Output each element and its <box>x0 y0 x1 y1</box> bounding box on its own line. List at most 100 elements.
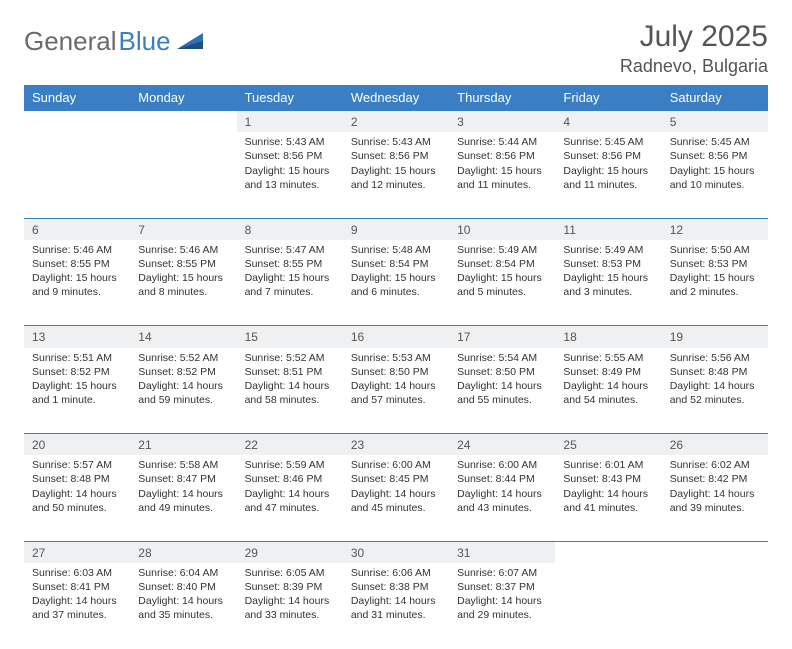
day-content-cell: Sunrise: 6:06 AMSunset: 8:38 PMDaylight:… <box>343 563 449 649</box>
day-content-cell: Sunrise: 5:43 AMSunset: 8:56 PMDaylight:… <box>237 132 343 218</box>
day-number-cell: 28 <box>130 541 236 563</box>
day-number-cell: 14 <box>130 326 236 348</box>
daylight-text: Daylight: 14 hours and 47 minutes. <box>245 488 330 514</box>
sunrise-text: Sunrise: 5:45 AM <box>670 136 750 148</box>
day-content-cell: Sunrise: 5:47 AMSunset: 8:55 PMDaylight:… <box>237 240 343 326</box>
day-number-cell: 18 <box>555 326 661 348</box>
daylight-text: Daylight: 14 hours and 49 minutes. <box>138 488 223 514</box>
month-title: July 2025 <box>620 20 768 54</box>
sunset-text: Sunset: 8:53 PM <box>670 258 748 270</box>
day-content-cell: Sunrise: 5:52 AMSunset: 8:52 PMDaylight:… <box>130 348 236 434</box>
day-number-row: 6789101112 <box>24 218 768 240</box>
weekday-header: Saturday <box>662 85 768 111</box>
day-number-cell: 27 <box>24 541 130 563</box>
day-content-cell: Sunrise: 5:46 AMSunset: 8:55 PMDaylight:… <box>24 240 130 326</box>
daylight-text: Daylight: 14 hours and 57 minutes. <box>351 380 436 406</box>
day-content-cell: Sunrise: 6:05 AMSunset: 8:39 PMDaylight:… <box>237 563 343 649</box>
sunset-text: Sunset: 8:54 PM <box>351 258 429 270</box>
daylight-text: Daylight: 14 hours and 31 minutes. <box>351 595 436 621</box>
sunrise-text: Sunrise: 6:05 AM <box>245 567 325 579</box>
daylight-text: Daylight: 15 hours and 2 minutes. <box>670 272 755 298</box>
weekday-header: Tuesday <box>237 85 343 111</box>
daylight-text: Daylight: 14 hours and 52 minutes. <box>670 380 755 406</box>
day-content-cell <box>24 132 130 218</box>
sunset-text: Sunset: 8:48 PM <box>670 366 748 378</box>
sunset-text: Sunset: 8:43 PM <box>563 473 641 485</box>
day-number-cell: 13 <box>24 326 130 348</box>
day-number-row: 12345 <box>24 111 768 133</box>
logo-triangle-icon <box>177 27 203 58</box>
daylight-text: Daylight: 15 hours and 12 minutes. <box>351 165 436 191</box>
day-number-cell: 30 <box>343 541 449 563</box>
sunset-text: Sunset: 8:54 PM <box>457 258 535 270</box>
day-content-cell: Sunrise: 5:59 AMSunset: 8:46 PMDaylight:… <box>237 455 343 541</box>
location-label: Radnevo, Bulgaria <box>620 56 768 77</box>
brand-part1: General <box>24 26 117 57</box>
sunrise-text: Sunrise: 5:45 AM <box>563 136 643 148</box>
day-content-cell <box>130 132 236 218</box>
daylight-text: Daylight: 15 hours and 1 minute. <box>32 380 117 406</box>
day-content-cell: Sunrise: 5:46 AMSunset: 8:55 PMDaylight:… <box>130 240 236 326</box>
day-content-cell: Sunrise: 5:48 AMSunset: 8:54 PMDaylight:… <box>343 240 449 326</box>
sunrise-text: Sunrise: 6:04 AM <box>138 567 218 579</box>
day-content-row: Sunrise: 5:43 AM Sunset: 8:56 PM Daylight:… <box>24 132 768 218</box>
sunset-text: Sunset: 8:45 PM <box>351 473 429 485</box>
day-number-cell: 8 <box>237 218 343 240</box>
weekday-header: Thursday <box>449 85 555 111</box>
weekday-header: Sunday <box>24 85 130 111</box>
daylight-text: Daylight: 15 hours and 3 minutes. <box>563 272 648 298</box>
daylight-text: Daylight: 14 hours and 37 minutes. <box>32 595 117 621</box>
day-number-cell: 29 <box>237 541 343 563</box>
sunset-text: Sunset: 8:48 PM <box>32 473 110 485</box>
sunrise-text: Sunrise: 5:51 AM <box>32 352 112 364</box>
weekday-header: Friday <box>555 85 661 111</box>
sunset-text: Sunset: 8:47 PM <box>138 473 216 485</box>
weekday-header-row: Sunday Monday Tuesday Wednesday Thursday… <box>24 85 768 111</box>
day-content-cell: Sunrise: 5:52 AMSunset: 8:51 PMDaylight:… <box>237 348 343 434</box>
sunset-text: Sunset: 8:37 PM <box>457 581 535 593</box>
day-number-cell <box>555 541 661 563</box>
day-content-cell: Sunrise: 6:01 AM Sunset: 8:43 PM Daylight:… <box>555 455 661 541</box>
weekday-header: Wednesday <box>343 85 449 111</box>
daylight-text: Daylight: 15 hours and 7 minutes. <box>245 272 330 298</box>
day-content-cell: Sunrise: 5:44 AMSunset: 8:56 PMDaylight:… <box>449 132 555 218</box>
sunset-text: Sunset: 8:40 PM <box>138 581 216 593</box>
daylight-text: Daylight: 14 hours and 35 minutes. <box>138 595 223 621</box>
day-content-cell <box>662 563 768 649</box>
day-number-cell: 20 <box>24 434 130 456</box>
day-number-cell: 26 <box>662 434 768 456</box>
day-content-cell: Sunrise: 5:45 AMSunset: 8:56 PMDaylight:… <box>662 132 768 218</box>
sunrise-text: Sunrise: 6:01 AM <box>563 459 643 471</box>
sunset-text: Sunset: 8:42 PM <box>670 473 748 485</box>
sunrise-text: Sunrise: 6:02 AM <box>670 459 750 471</box>
weekday-header: Monday <box>130 85 236 111</box>
sunrise-text: Sunrise: 5:46 AM <box>138 244 218 256</box>
day-number-cell: 9 <box>343 218 449 240</box>
sunrise-text: Sunrise: 5:54 AM <box>457 352 537 364</box>
sunset-text: Sunset: 8:38 PM <box>351 581 429 593</box>
day-content-cell: Sunrise: 6:04 AM Sunset: 8:40 PM Daylight:… <box>130 563 236 649</box>
daylight-text: Daylight: 15 hours and 13 minutes. <box>245 165 330 191</box>
day-content-cell: Sunrise: 5:56 AMSunset: 8:48 PMDaylight:… <box>662 348 768 434</box>
day-number-row: 20212223242526 <box>24 434 768 456</box>
sunset-text: Sunset: 8:56 PM <box>563 150 641 162</box>
sunrise-text: Sunrise: 5:55 AM <box>563 352 643 364</box>
sunrise-text: Sunrise: 5:52 AM <box>138 352 218 364</box>
sunset-text: Sunset: 8:56 PM <box>457 150 535 162</box>
daylight-text: Daylight: 15 hours and 11 minutes. <box>563 165 648 191</box>
sunrise-text: Sunrise: 5:46 AM <box>32 244 112 256</box>
brand-logo: GeneralBlue <box>24 20 203 57</box>
sunset-text: Sunset: 8:41 PM <box>32 581 110 593</box>
daylight-text: Daylight: 14 hours and 55 minutes. <box>457 380 542 406</box>
sunset-text: Sunset: 8:53 PM <box>563 258 641 270</box>
daylight-text: Daylight: 15 hours and 5 minutes. <box>457 272 542 298</box>
day-number-cell: 25 <box>555 434 661 456</box>
day-number-cell: 17 <box>449 326 555 348</box>
daylight-text: Daylight: 14 hours and 41 minutes. <box>563 488 648 514</box>
daylight-text: Daylight: 15 hours and 11 minutes. <box>457 165 542 191</box>
day-content-row: Sunrise: 6:03 AMSunset: 8:41 PMDaylight:… <box>24 563 768 649</box>
sunrise-text: Sunrise: 5:43 AM <box>245 136 325 148</box>
day-content-cell: Sunrise: 5:49 AMSunset: 8:54 PMDaylight:… <box>449 240 555 326</box>
day-content-cell: Sunrise: 5:54 AMSunset: 8:50 PMDaylight:… <box>449 348 555 434</box>
sunrise-text: Sunrise: 6:00 AM <box>457 459 537 471</box>
